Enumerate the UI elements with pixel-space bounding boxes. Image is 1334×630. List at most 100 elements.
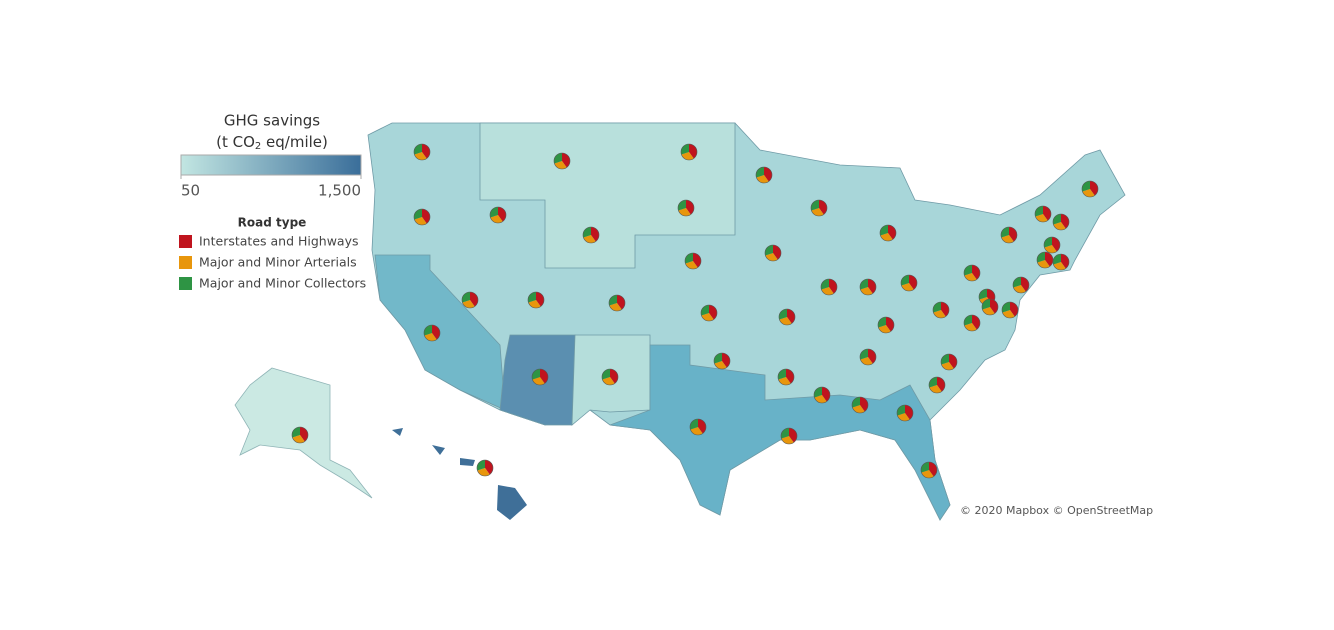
- pie-slice: [1037, 252, 1045, 263]
- pie-slice: [1010, 302, 1018, 317]
- pie-outline: [1000, 226, 1018, 244]
- pie-slice: [422, 209, 430, 224]
- pie-outline: [755, 166, 773, 184]
- pie-slice: [1061, 254, 1069, 269]
- pie-outline: [1034, 205, 1052, 223]
- south-central-states: [609, 344, 951, 521]
- pie-slice: [690, 427, 703, 436]
- pie-slice: [1061, 214, 1069, 229]
- pie-slice: [701, 305, 709, 316]
- pie-outline: [527, 291, 545, 309]
- pie-slice: [886, 317, 894, 332]
- pie-slice: [937, 377, 945, 392]
- pie-slice: [778, 369, 786, 380]
- pie-slice: [1053, 262, 1066, 270]
- pie-slice: [786, 369, 794, 384]
- pie-slice: [1044, 237, 1052, 248]
- pie-slice: [1013, 277, 1021, 288]
- pie-slice: [562, 153, 570, 168]
- pie-outline: [928, 376, 946, 394]
- pie-slice: [678, 200, 686, 211]
- pie-outline: [476, 459, 494, 477]
- legend-swatch: [179, 235, 192, 248]
- pie-slice: [536, 292, 544, 307]
- pie-slice: [1001, 227, 1009, 238]
- pie-slice: [1037, 260, 1050, 268]
- pie-slice: [681, 144, 689, 155]
- pie-slice: [933, 310, 946, 319]
- pie-slice: [424, 325, 432, 336]
- pie-outline: [677, 199, 695, 217]
- pie-outline: [778, 308, 796, 326]
- hawaii: [392, 428, 527, 520]
- pie-slice: [814, 387, 822, 398]
- pie-slice: [1053, 222, 1066, 230]
- pie-outline: [932, 301, 950, 319]
- pie-slice: [414, 209, 422, 220]
- legend-label: Major and Minor Arterials: [199, 255, 357, 270]
- pie-outline: [689, 418, 707, 436]
- pie-slice: [470, 292, 478, 307]
- pie-slice: [1001, 235, 1014, 243]
- pie-outline: [940, 353, 958, 371]
- pie-slice: [860, 397, 868, 412]
- pie-slice: [602, 377, 615, 386]
- pie-outline: [859, 348, 877, 366]
- pie-slice: [1044, 245, 1057, 253]
- pie-outline: [601, 368, 619, 386]
- pie-slice: [929, 462, 937, 477]
- pie-slice: [756, 175, 769, 184]
- northern-plains: [479, 122, 736, 269]
- legend-label: Interstates and Highways: [199, 234, 359, 249]
- pie-outline: [713, 352, 731, 370]
- pie-slice: [1035, 206, 1043, 217]
- pie-slice: [964, 273, 977, 282]
- pie-outline: [1052, 253, 1070, 271]
- pie-slice: [878, 325, 891, 333]
- pie-slice: [773, 245, 781, 260]
- pie-slice: [689, 144, 697, 159]
- pie-slice: [1013, 285, 1026, 294]
- pie-slice: [609, 295, 617, 306]
- pie-slice: [929, 377, 937, 388]
- pie-slice: [540, 369, 548, 384]
- pie-outline: [877, 316, 895, 334]
- pie-slice: [982, 307, 995, 315]
- pie-slice: [532, 369, 540, 380]
- pie-outline: [684, 252, 702, 270]
- pie-outline: [900, 274, 918, 292]
- pie-slice: [941, 362, 954, 371]
- pie-outline: [963, 314, 981, 332]
- pie-slice: [860, 357, 873, 366]
- pie-outline: [780, 427, 798, 445]
- pie-slice: [1009, 227, 1017, 242]
- pie-slice: [852, 397, 860, 408]
- pie-outline: [879, 224, 897, 242]
- pie-outline: [896, 404, 914, 422]
- pie-slice: [756, 167, 764, 178]
- pie-slice: [610, 369, 618, 384]
- pie-slice: [878, 317, 886, 328]
- pie-outline: [1052, 213, 1070, 231]
- pie-outline: [291, 426, 309, 444]
- pie-slice: [1021, 277, 1029, 292]
- pie-slice: [1052, 237, 1060, 252]
- pie-slice: [490, 215, 503, 223]
- pie-slice: [933, 302, 941, 313]
- pie-outline: [1081, 180, 1099, 198]
- pie-slice: [462, 292, 470, 303]
- unit-subscript: 2: [255, 141, 261, 152]
- pie-slice: [685, 261, 698, 270]
- pie-outline: [764, 244, 782, 262]
- pie-slice: [722, 353, 730, 368]
- attribution: © 2020 Mapbox © OpenStreetMap: [960, 504, 1153, 517]
- pie-slice: [929, 385, 942, 393]
- pie-slice: [414, 152, 427, 160]
- pie-slice: [554, 161, 567, 169]
- pie-slice: [972, 315, 980, 330]
- pie-outline: [813, 386, 831, 404]
- pie-slice: [477, 468, 490, 476]
- pie-slice: [292, 427, 300, 438]
- scale-min-label: 50: [181, 182, 200, 200]
- pie-outline: [820, 278, 838, 296]
